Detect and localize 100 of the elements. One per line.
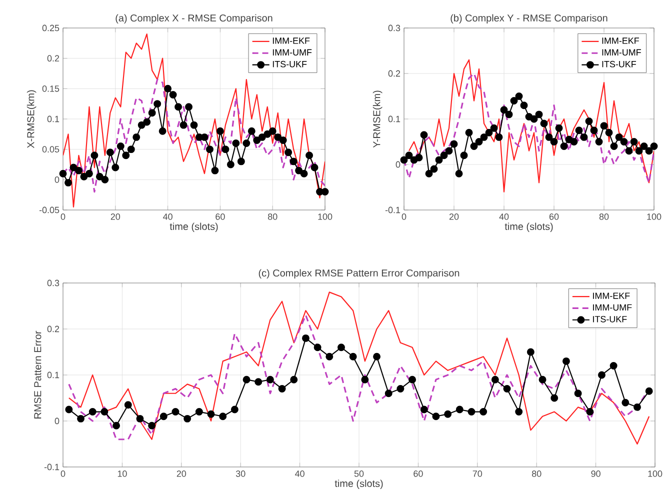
point: [284, 148, 292, 156]
point: [575, 126, 583, 134]
y-tick-label: 0.1: [47, 116, 60, 122]
point: [266, 376, 274, 384]
point: [445, 147, 453, 155]
point: [314, 344, 322, 352]
point: [172, 408, 180, 416]
point: [491, 376, 499, 384]
x-axis-title: time (slots): [170, 222, 218, 232]
point: [122, 152, 130, 160]
y-axis-title: Y-RMSE(km): [372, 90, 382, 148]
point: [545, 133, 553, 141]
point: [302, 334, 310, 342]
point: [116, 142, 124, 150]
point: [253, 136, 261, 144]
point: [526, 348, 534, 356]
point: [124, 401, 132, 409]
chart-title: (b) Complex Y - RMSE Comparison: [450, 14, 608, 24]
point: [535, 110, 543, 118]
point: [510, 97, 518, 105]
point: [650, 142, 658, 150]
point: [495, 133, 503, 141]
y-tick-label: 0.2: [388, 70, 400, 77]
point: [230, 406, 238, 414]
point: [420, 406, 428, 414]
x-tick-label: 90: [591, 470, 600, 477]
point: [310, 164, 318, 172]
x-tick-label: 100: [648, 470, 662, 477]
point: [237, 158, 245, 166]
point: [574, 390, 582, 398]
point: [254, 378, 262, 386]
point: [598, 371, 606, 379]
x-tick-label: 0: [60, 214, 66, 220]
point: [169, 90, 177, 98]
point: [550, 138, 558, 146]
point: [88, 408, 96, 416]
point: [96, 172, 104, 180]
point: [164, 84, 172, 92]
point: [425, 170, 433, 178]
point: [226, 160, 234, 168]
point: [480, 133, 488, 141]
point: [640, 142, 648, 150]
point: [485, 128, 493, 136]
y-tick-label: 0.25: [42, 24, 60, 32]
point: [274, 133, 282, 141]
point: [306, 152, 314, 160]
point: [432, 412, 440, 420]
point: [645, 387, 653, 395]
point: [605, 128, 613, 136]
x-tick-label: 60: [414, 470, 423, 477]
point: [80, 172, 88, 180]
point: [232, 140, 240, 147]
point: [112, 422, 120, 430]
point: [180, 121, 188, 129]
legend-label: IMM-UMF: [593, 304, 632, 311]
y-axis-title: RMSE Pattern Error: [34, 330, 42, 418]
point: [101, 176, 109, 184]
point: [59, 170, 67, 178]
point: [645, 147, 653, 155]
x-tick-label: 20: [449, 214, 459, 220]
point: [384, 390, 392, 398]
point: [143, 118, 151, 126]
point: [490, 124, 498, 132]
chart-title: (a) Complex X - RMSE Comparison: [116, 14, 272, 24]
point: [190, 121, 198, 129]
y-tick-label: 0.15: [42, 85, 60, 92]
point: [195, 408, 203, 416]
x-tick-label: 60: [216, 214, 225, 220]
y-tick-label: -0.1: [385, 206, 400, 214]
point: [590, 126, 598, 134]
point: [580, 133, 588, 141]
y-tick-label: 0.1: [47, 372, 60, 378]
x-tick-label: 40: [163, 214, 172, 220]
x-tick-label: 60: [549, 214, 559, 220]
point: [219, 412, 227, 420]
legend-label: IMM-UMF: [602, 49, 641, 56]
point: [400, 156, 408, 164]
x-tick-label: 0: [402, 214, 406, 220]
y-tick-label: 0: [54, 418, 60, 424]
point: [538, 376, 546, 384]
point: [127, 146, 135, 154]
point: [505, 110, 513, 118]
point: [610, 142, 618, 150]
y-tick-label: 0.2: [47, 55, 60, 62]
point: [440, 152, 448, 160]
x-tick-label: 10: [118, 470, 127, 477]
point: [540, 120, 548, 128]
point: [112, 164, 120, 172]
point: [132, 133, 140, 141]
line-series: [63, 34, 326, 208]
y-tick-label: -0.05: [39, 206, 60, 214]
point: [560, 142, 568, 150]
point: [185, 103, 193, 111]
point: [450, 140, 458, 148]
point: [85, 170, 93, 178]
y-tick-label: 0.3: [388, 24, 400, 32]
x-tick-label: 40: [499, 214, 509, 220]
point: [338, 344, 345, 352]
point: [630, 138, 638, 146]
point: [90, 152, 98, 160]
